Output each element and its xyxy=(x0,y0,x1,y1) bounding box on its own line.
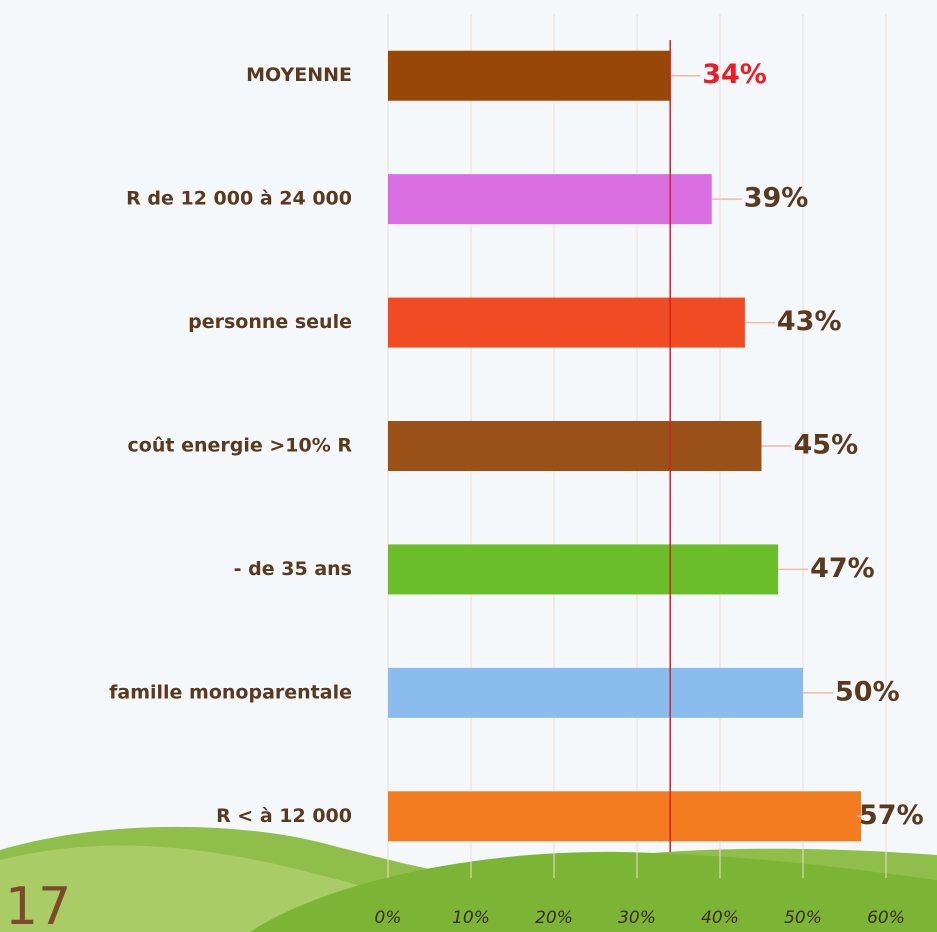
value-label: 47% xyxy=(810,553,875,584)
value-label: 57% xyxy=(859,800,924,831)
y-tick-label: personne seule xyxy=(188,311,352,333)
y-tick-label: - de 35 ans xyxy=(234,558,352,580)
hill-right xyxy=(250,851,937,932)
bar xyxy=(388,667,803,718)
y-tick-label: coût energie >10% R xyxy=(128,435,353,457)
x-tick-label: 60% xyxy=(867,908,905,928)
bar xyxy=(388,174,712,225)
bar xyxy=(388,791,862,842)
x-tick-label: 20% xyxy=(535,908,573,928)
y-tick-label: R de 12 000 à 24 000 xyxy=(126,188,352,210)
x-tick-label: 50% xyxy=(784,908,822,928)
page-number: 17 xyxy=(5,877,71,932)
value-label: 45% xyxy=(794,430,859,461)
x-tick-label: 30% xyxy=(618,908,656,928)
y-tick-label: R < à 12 000 xyxy=(216,805,352,827)
value-label: 43% xyxy=(777,306,842,337)
value-label: 39% xyxy=(744,183,809,214)
x-tick-label: 0% xyxy=(375,908,402,928)
x-tick-label: 40% xyxy=(701,908,739,928)
value-label: 50% xyxy=(835,676,900,707)
bar xyxy=(388,544,779,595)
y-tick-label: famille monoparentale xyxy=(109,681,352,703)
bar xyxy=(388,421,762,471)
bar xyxy=(388,50,671,101)
value-label: 34% xyxy=(702,59,767,90)
y-tick-label: MOYENNE xyxy=(246,64,352,86)
bar xyxy=(388,297,745,348)
x-tick-label: 10% xyxy=(452,908,490,928)
